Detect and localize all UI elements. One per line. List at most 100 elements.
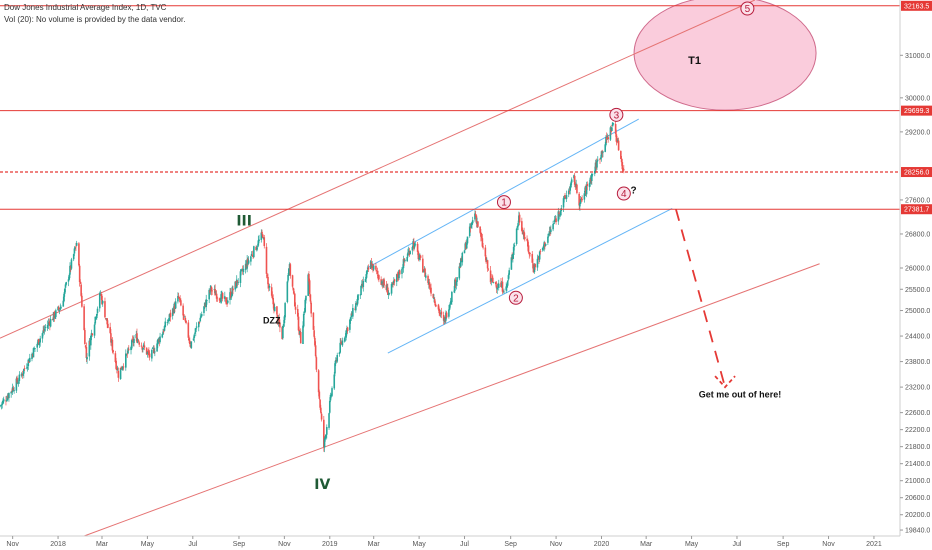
candle [451,290,453,305]
candle [615,129,618,146]
candle [23,368,25,379]
candle [91,333,94,337]
price-level-badge [901,167,932,178]
candle [282,325,284,340]
x-tick-label: Jul [188,541,197,548]
candle [550,225,552,235]
x-tick-label: Jul [460,541,469,548]
candle [607,135,609,143]
candle [159,332,161,344]
x-tick-label: May [685,541,699,548]
candle [292,287,295,295]
candle [27,358,30,370]
candle [70,257,73,271]
x-tick-label: Sep [504,541,517,548]
candle [164,317,167,328]
candle [55,308,57,319]
candle [567,188,570,198]
candle [127,347,129,355]
candle [205,294,208,312]
candle [258,234,260,244]
candle [367,264,370,273]
candle [558,210,560,217]
candle [419,254,422,261]
wave-label: 1 [501,198,507,209]
candle [487,268,490,271]
x-tick-label: Mar [368,541,381,548]
candle [195,322,198,330]
candle [425,272,427,281]
candle [539,248,542,255]
chart-title: Dow Jones Industrial Average Index, 1D, … [4,3,167,12]
y-tick-label: 20600.0 [905,495,930,502]
candle [313,325,315,339]
candle [127,345,130,352]
candle [2,396,5,404]
candle [304,298,307,314]
candle [455,281,458,290]
candle [47,318,50,330]
candle [58,309,61,315]
candle [12,385,15,391]
candle [187,319,190,341]
y-tick-label: 30000.0 [905,95,930,102]
candle [242,265,245,276]
wave-label: 4 [621,189,627,200]
candle [341,337,344,347]
candle [138,341,141,347]
candle [190,341,193,349]
candle [343,336,346,343]
trendline-lower-channel [83,263,820,537]
candle [58,305,60,312]
y-tick-label: 21400.0 [905,461,930,468]
candle [34,348,36,353]
x-tick-label: 2019 [322,541,338,548]
candle [388,292,391,296]
candle [614,120,617,137]
candle [293,292,296,308]
candle [378,274,380,283]
candle [339,338,341,354]
candle [583,190,586,203]
candle [28,353,31,363]
candle [84,327,86,345]
x-tick-label: Sep [777,541,790,548]
candle [169,309,172,322]
candle [112,349,114,355]
candle [260,229,263,243]
candle [333,371,336,390]
candle [506,280,509,288]
candle [492,282,495,284]
candle [517,220,519,231]
candle [193,333,196,343]
candle [456,276,458,287]
candle [422,254,424,273]
candle [414,241,417,246]
candle [133,335,135,347]
candle [621,158,624,173]
candle [308,278,311,298]
y-tick-label: 29200.0 [905,129,930,136]
candle [376,267,379,279]
candle [463,249,466,254]
target-zone-ellipse [633,0,817,111]
y-tick-label: 26000.0 [905,266,930,273]
candle [325,434,327,440]
candle [148,350,151,361]
candle [553,223,555,225]
wave-3-circle [609,107,624,122]
candle [38,342,41,348]
candle [0,404,3,410]
candle [534,263,537,270]
candle [216,296,219,302]
candle [174,298,177,310]
candle [515,227,518,246]
candle [564,192,566,199]
candle [246,254,248,273]
trendline-upper-channel [0,0,756,339]
candle [10,391,12,398]
candle [314,336,316,347]
candle [433,297,436,306]
candle [253,245,255,258]
